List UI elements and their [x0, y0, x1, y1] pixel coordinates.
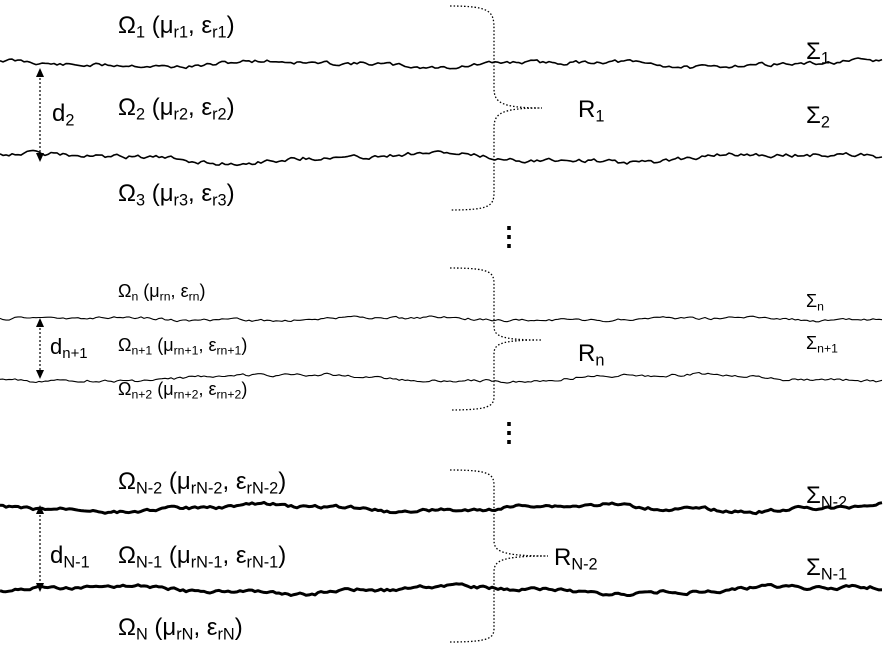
- brace-rn: [449, 267, 543, 411]
- region-label-omega-N1: ΩN-1 (μrN-1, εrN-1): [118, 542, 287, 572]
- interface-label-sigma-n: Σn: [806, 291, 824, 314]
- brace-r1: [449, 5, 543, 211]
- region-label-omega-n1: Ωn+1 (μrn+1, εrn+1): [118, 335, 248, 358]
- thickness-label-dN1: dN-1: [50, 542, 90, 572]
- rough-interfaces: [0, 57, 883, 597]
- interface-label-sigma-N1: ΣN-1: [806, 554, 848, 584]
- vertical-ellipsis-1: ⋮: [496, 221, 522, 251]
- region-label-omega-N2: ΩN-2 (μrN-2, εrN-2): [118, 468, 287, 498]
- arrowhead-up-dN1: [36, 505, 44, 514]
- dotted-braces: [449, 5, 549, 643]
- arrowhead-up-d2: [36, 68, 44, 77]
- interface-curve-sigma-n1: [0, 371, 883, 384]
- reflection-label-rn: Rn: [578, 340, 605, 370]
- thickness-arrows: [36, 68, 44, 592]
- interface-label-sigma-n1: Σn+1: [806, 333, 838, 356]
- thickness-label-d2: d2: [52, 100, 75, 130]
- reflection-label-rN2: RN-2: [554, 544, 598, 574]
- reflection-label-r1: R1: [578, 96, 605, 126]
- thickness-label-dn1: dn+1: [50, 334, 88, 363]
- region-label-omega-3: Ω3 (μr3, εr3): [118, 180, 235, 210]
- arrowhead-down-dN1: [36, 583, 44, 592]
- interface-label-sigma-N2: ΣN-2: [806, 482, 848, 512]
- region-label-omega-1: Ω1 (μr1, εr1): [118, 12, 235, 42]
- region-label-omega-n: Ωn (μrn, εrn): [118, 281, 206, 304]
- region-label-omega-N: ΩN (μrN, εrN): [118, 614, 243, 644]
- interface-curve-sigma-N2: [0, 500, 883, 516]
- interface-curve-sigma-2: [0, 149, 883, 167]
- interface-curve-sigma-n: [0, 315, 883, 323]
- interface-curve-sigma-1: [0, 57, 883, 70]
- arrowhead-up-dn1: [36, 318, 44, 327]
- interface-label-sigma-2: Σ2: [806, 102, 830, 132]
- interface-label-sigma-1: Σ1: [806, 38, 830, 68]
- arrowhead-down-dn1: [36, 370, 44, 379]
- interface-curve-sigma-N1: [0, 582, 883, 597]
- arrowhead-down-d2: [36, 153, 44, 162]
- vertical-ellipsis-2: ⋮: [496, 417, 522, 447]
- region-label-omega-n2: Ωn+2 (μrn+2, εrn+2): [118, 379, 248, 402]
- region-label-omega-2: Ω2 (μr2, εr2): [118, 94, 235, 124]
- brace-rN2: [449, 469, 549, 643]
